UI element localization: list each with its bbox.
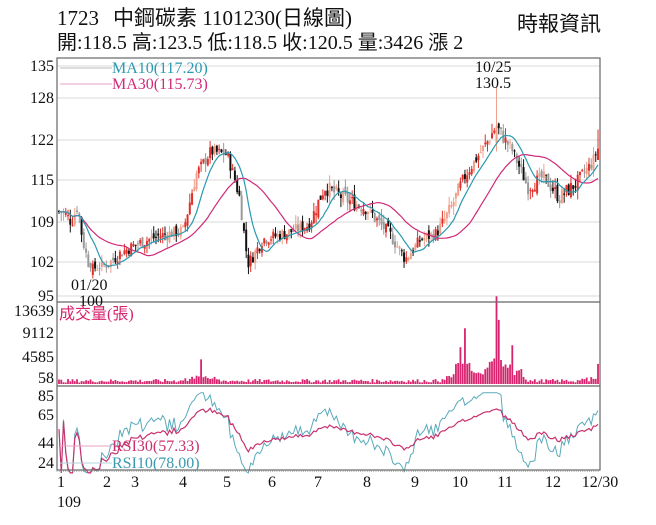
- grid-lines: [57, 65, 600, 297]
- chart-date-type: 1101230(日線圖): [202, 6, 352, 30]
- chart-frame: [56, 57, 601, 472]
- moving-average-lines: [58, 134, 599, 268]
- low-value-annotation: 100: [79, 293, 103, 310]
- y-tick-label: 109: [30, 214, 54, 231]
- volume-bars: [58, 296, 599, 384]
- y-tick-label: 122: [30, 132, 54, 149]
- high-date-annotation: 10/25: [475, 59, 511, 76]
- brand-label: 時報資訊: [517, 12, 601, 36]
- x-tick-label: 12: [545, 474, 561, 491]
- ma30-legend: MA30(115.73): [112, 76, 208, 93]
- y-tick-label: 128: [30, 90, 54, 107]
- chart-title: 1723 中鋼碳素 1101230(日線圖): [57, 2, 352, 32]
- y-tick-label: 24: [38, 455, 54, 472]
- x-tick-label: 2: [103, 474, 111, 491]
- x-tick-label: 11: [497, 474, 512, 491]
- x-tick-label: 4: [179, 474, 187, 491]
- low-date-annotation: 01/20: [71, 277, 107, 294]
- y-tick-label: 44: [38, 435, 54, 452]
- x-tick-label: 8: [363, 474, 371, 491]
- stock-name: 中鋼碳素: [113, 6, 197, 30]
- x-axis-year-label: 109: [57, 494, 81, 511]
- y-tick-label: 58: [38, 370, 54, 387]
- x-tick-label: 7: [314, 474, 322, 491]
- y-tick-label: 115: [31, 172, 54, 189]
- x-tick-label: 6: [268, 474, 276, 491]
- volume-title: 成交量(張): [59, 305, 134, 323]
- ohlc-summary: 開:118.5 高:123.5 低:118.5 收:120.5 量:3426 漲…: [57, 32, 464, 54]
- rsi30-legend: RSI30(57.33): [112, 438, 200, 455]
- y-tick-label: 102: [30, 254, 54, 271]
- high-value-annotation: 130.5: [475, 75, 511, 92]
- x-tick-label: 5: [223, 474, 231, 491]
- y-tick-label: 95: [38, 288, 54, 305]
- x-tick-label: 3: [131, 474, 139, 491]
- x-tick-label: 10: [452, 474, 468, 491]
- y-tick-label: 9112: [23, 325, 54, 342]
- y-tick-label: 85: [38, 388, 54, 405]
- y-tick-label: 65: [38, 407, 54, 424]
- rsi-lines: [58, 392, 599, 474]
- ma10-legend: MA10(117.20): [112, 60, 208, 77]
- y-tick-label: 4585: [22, 349, 54, 366]
- x-tick-label: 12/30: [582, 474, 618, 491]
- rsi10-legend: RSI10(78.00): [112, 455, 200, 472]
- stock-code: 1723: [57, 6, 99, 30]
- y-tick-label: 135: [30, 58, 54, 75]
- x-tick-label: 1: [57, 474, 65, 491]
- y-tick-label: 13639: [14, 303, 54, 320]
- x-tick-label: 9: [411, 474, 419, 491]
- candlestick-series: [58, 86, 599, 279]
- x-axis-ticks: 1 2 3 4 5 6 7 8 9 10 11 12 12/30: [57, 474, 618, 491]
